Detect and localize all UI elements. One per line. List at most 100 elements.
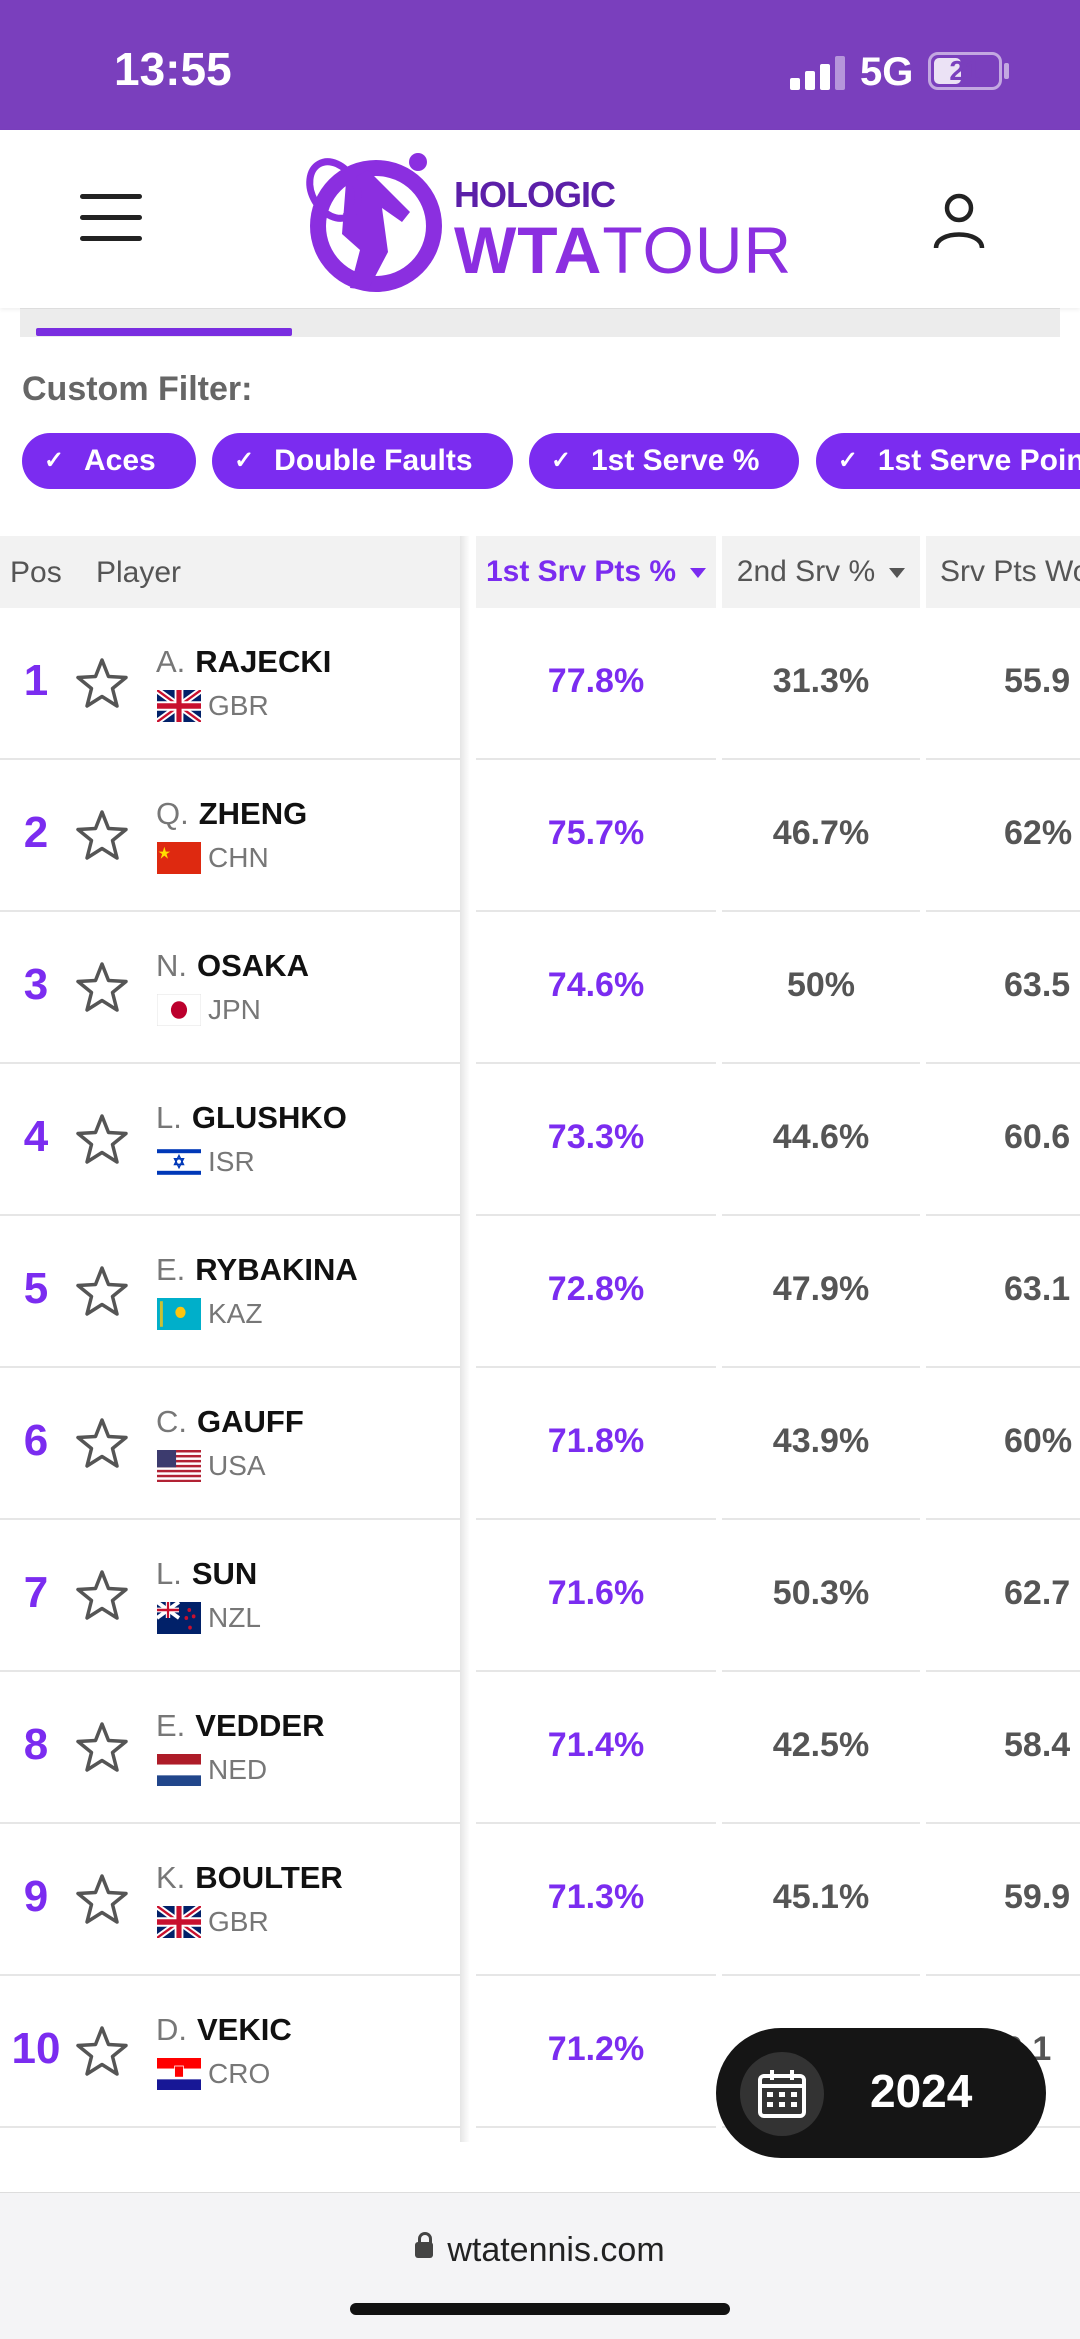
cell-divider: [722, 1520, 920, 1672]
second-serve-value: 47.9%: [772, 1270, 870, 1308]
player-cell[interactable]: 5 E. RYBAKINA KAZ: [0, 1216, 460, 1368]
header-srv-pts-won-sort[interactable]: Srv Pts Wo: [926, 536, 1080, 608]
favorite-star-icon[interactable]: [74, 1416, 130, 1472]
player-initial: Q.: [156, 796, 189, 831]
player-initial: E.: [156, 1252, 186, 1287]
cell-divider: [926, 1216, 1080, 1368]
gbr-flag-icon: [157, 690, 201, 722]
table-row[interactable]: 4 L. GLUSHKO ISR 73.3% 44.6% 60.6: [0, 1064, 1080, 1216]
player-initial: A.: [156, 644, 186, 679]
player-surname: GAUFF: [197, 1404, 304, 1439]
first-serve-points-value: 74.6%: [547, 966, 645, 1004]
player-cell[interactable]: 4 L. GLUSHKO ISR: [0, 1064, 460, 1216]
cell-divider: [476, 608, 716, 760]
favorite-star-icon[interactable]: [74, 1872, 130, 1928]
wta-logo[interactable]: HOLOGIC WTATOUR: [298, 142, 798, 302]
check-icon: ✓: [234, 447, 255, 474]
player-cell[interactable]: 2 Q. ZHENG CHN: [0, 760, 460, 912]
player-cell[interactable]: 10 D. VEKIC CRO: [0, 1976, 460, 2128]
player-name[interactable]: K. BOULTER: [156, 1860, 343, 1896]
favorite-star-icon[interactable]: [74, 1720, 130, 1776]
table-row[interactable]: 7 L. SUN NZL 71.6% 50.3% 62.7: [0, 1520, 1080, 1672]
player-name[interactable]: Q. ZHENG: [156, 796, 307, 832]
lock-icon: [415, 2232, 434, 2259]
player-name[interactable]: D. VEKIC: [156, 2012, 292, 2048]
first-serve-points-value: 71.2%: [547, 2030, 645, 2068]
url-text: wtatennis.com: [447, 2231, 665, 2269]
first-serve-points-value: 71.4%: [547, 1726, 645, 1764]
header-player: Player: [96, 556, 182, 589]
year-selector-button[interactable]: 2024: [716, 2028, 1046, 2158]
cell-divider: [476, 1824, 716, 1976]
chip-label: Aces: [84, 444, 156, 477]
favorite-star-icon[interactable]: [74, 1112, 130, 1168]
table-row[interactable]: 2 Q. ZHENG CHN 75.7% 46.7% 62%: [0, 760, 1080, 912]
second-serve-value: 50.3%: [772, 1574, 870, 1612]
serve-points-won-value: 59.9: [1004, 1878, 1071, 1916]
serve-points-won-value: 63.1: [1004, 1270, 1071, 1308]
header-2nd-srv-sort[interactable]: 2nd Srv %: [722, 536, 920, 608]
chip-label: 1st Serve Points %: [877, 444, 1080, 477]
favorite-star-icon[interactable]: [74, 2024, 130, 2080]
filter-chip-1st-serve[interactable]: ✓ 1st Serve %: [528, 433, 800, 489]
table-row[interactable]: 1 A. RAJECKI GBR 77.8% 31.3% 55.9: [0, 608, 1080, 760]
table-row[interactable]: 5 E. RYBAKINA KAZ 72.8% 47.9% 63.1: [0, 1216, 1080, 1368]
stats-table: Pos Player 1st Srv Pts % 2nd Srv % Srv P…: [0, 536, 1080, 2142]
favorite-star-icon[interactable]: [74, 1264, 130, 1320]
serve-points-won-value: 60%: [1004, 1422, 1073, 1460]
player-cell[interactable]: 3 N. OSAKA JPN: [0, 912, 460, 1064]
chip-label: 1st Serve %: [590, 444, 760, 477]
table-row[interactable]: 6 C. GAUFF USA 71.8% 43.9% 60%: [0, 1368, 1080, 1520]
filter-chip-double-faults[interactable]: ✓ Double Faults: [212, 433, 513, 489]
address-bar[interactable]: wtatennis.com: [0, 2231, 1080, 2270]
filter-chip-1st-serve-points[interactable]: ✓ 1st Serve Points %: [815, 433, 1080, 489]
table-header: Pos Player 1st Srv Pts % 2nd Srv % Srv P…: [0, 536, 1080, 608]
player-name[interactable]: L. SUN: [156, 1556, 257, 1592]
cell-divider: [722, 1064, 920, 1216]
player-cell[interactable]: 8 E. VEDDER NED: [0, 1672, 460, 1824]
player-name[interactable]: A. RAJECKI: [156, 644, 331, 680]
first-serve-points-value: 77.8%: [547, 662, 645, 700]
favorite-star-icon[interactable]: [74, 960, 130, 1016]
cell-divider: [926, 1672, 1080, 1824]
filter-chip-aces[interactable]: ✓ Aces: [22, 433, 196, 489]
first-serve-points-value: 73.3%: [547, 1118, 645, 1156]
player-cell[interactable]: 1 A. RAJECKI GBR: [0, 608, 460, 760]
player-name[interactable]: C. GAUFF: [156, 1404, 304, 1440]
table-row[interactable]: 9 K. BOULTER GBR 71.3% 45.1% 59.9: [0, 1824, 1080, 1976]
player-cell[interactable]: 6 C. GAUFF USA: [0, 1368, 460, 1520]
player-name[interactable]: L. GLUSHKO: [156, 1100, 347, 1136]
account-button[interactable]: [928, 190, 990, 254]
kaz-flag-icon: [157, 1298, 201, 1330]
menu-button[interactable]: [80, 194, 144, 242]
second-serve-value: 42.5%: [772, 1726, 870, 1764]
table-row[interactable]: 3 N. OSAKA JPN 74.6% 50% 63.5: [0, 912, 1080, 1064]
player-country: USA: [208, 1450, 266, 1481]
favorite-star-icon[interactable]: [74, 808, 130, 864]
nzl-flag-icon: [157, 1602, 201, 1634]
table-row[interactable]: 8 E. VEDDER NED 71.4% 42.5% 58.4: [0, 1672, 1080, 1824]
player-cell[interactable]: 9 K. BOULTER GBR: [0, 1824, 460, 1976]
second-serve-value: 44.6%: [772, 1118, 870, 1156]
header-label: Srv Pts Wo: [940, 555, 1080, 588]
player-name[interactable]: N. OSAKA: [156, 948, 309, 984]
favorite-star-icon[interactable]: [74, 1568, 130, 1624]
player-country: CRO: [208, 2058, 271, 2089]
player-country: JPN: [208, 994, 261, 1025]
position-number: 9: [23, 1872, 49, 1921]
player-name[interactable]: E. VEDDER: [156, 1708, 325, 1744]
player-initial: E.: [156, 1708, 186, 1743]
player-name[interactable]: E. RYBAKINA: [156, 1252, 358, 1288]
cell-divider: [722, 1216, 920, 1368]
header-1st-srv-pts-sort[interactable]: 1st Srv Pts %: [476, 536, 716, 608]
player-surname: VEKIC: [197, 2012, 292, 2047]
chn-flag-icon: [157, 842, 201, 874]
player-surname: VEDDER: [195, 1708, 325, 1743]
player-country: NED: [208, 1754, 268, 1785]
player-cell[interactable]: 7 L. SUN NZL: [0, 1520, 460, 1672]
home-indicator[interactable]: [350, 2303, 730, 2315]
favorite-star-icon[interactable]: [74, 656, 130, 712]
frozen-column-shadow: [460, 536, 470, 2142]
cell-divider: [476, 1672, 716, 1824]
